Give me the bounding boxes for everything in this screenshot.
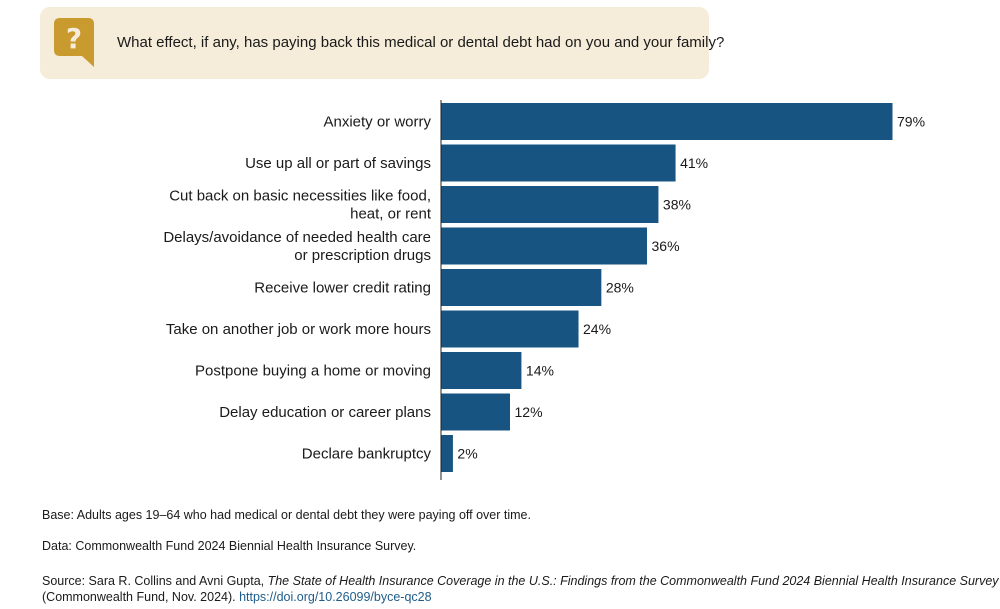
value-label: 36% — [652, 238, 680, 254]
category-label: Postpone buying a home or moving — [195, 363, 431, 380]
value-label: 12% — [515, 404, 543, 420]
value-label: 79% — [897, 114, 925, 130]
bar — [441, 103, 893, 140]
category-label: Use up all or part of savings — [245, 155, 431, 172]
category-label: Declare bankruptcy — [302, 446, 432, 463]
value-label: 24% — [583, 321, 611, 337]
source-prefix: Source: Sara R. Collins and Avni Gupta, — [42, 574, 268, 588]
category-label: Receive lower credit rating — [254, 280, 431, 297]
bar — [441, 186, 659, 223]
value-label: 14% — [526, 363, 554, 379]
value-label: 41% — [680, 155, 708, 171]
category-label: Cut back on basic necessities like food, — [169, 188, 431, 205]
source-title: The State of Health Insurance Coverage i… — [267, 574, 999, 588]
svg-text:?: ? — [66, 22, 82, 55]
category-label: Delays/avoidance of needed health care — [163, 229, 431, 246]
question-text: What effect, if any, has paying back thi… — [117, 34, 725, 51]
bar — [441, 435, 453, 472]
value-label: 38% — [663, 197, 691, 213]
bar — [441, 352, 522, 389]
bar — [441, 227, 648, 265]
base-note: Base: Adults ages 19–64 who had medical … — [42, 508, 531, 522]
source-note: Source: Sara R. Collins and Avni Gupta, … — [42, 573, 999, 605]
source-link[interactable]: https://doi.org/10.26099/byce-qc28 — [239, 590, 432, 604]
category-label: heat, or rent — [350, 206, 432, 223]
data-note: Data: Commonwealth Fund 2024 Biennial He… — [42, 539, 417, 553]
value-label: 28% — [606, 280, 634, 296]
question-banner: ? What effect, if any, has paying back t… — [40, 7, 724, 79]
category-label: Delay education or career plans — [219, 404, 431, 421]
bar — [441, 269, 602, 306]
question-mark-icon: ? — [54, 18, 94, 67]
bar — [441, 144, 676, 182]
bar — [441, 310, 579, 348]
value-label: 2% — [457, 446, 477, 462]
category-label: or prescription drugs — [294, 247, 431, 264]
bar-chart: 79% Anxiety or worry 41% Use up all or part… — [163, 100, 925, 480]
category-label: Anxiety or worry — [323, 114, 431, 131]
source-suffix: (Commonwealth Fund, Nov. 2024). — [42, 590, 240, 604]
category-label: Take on another job or work more hours — [166, 321, 431, 338]
bar — [441, 393, 511, 431]
